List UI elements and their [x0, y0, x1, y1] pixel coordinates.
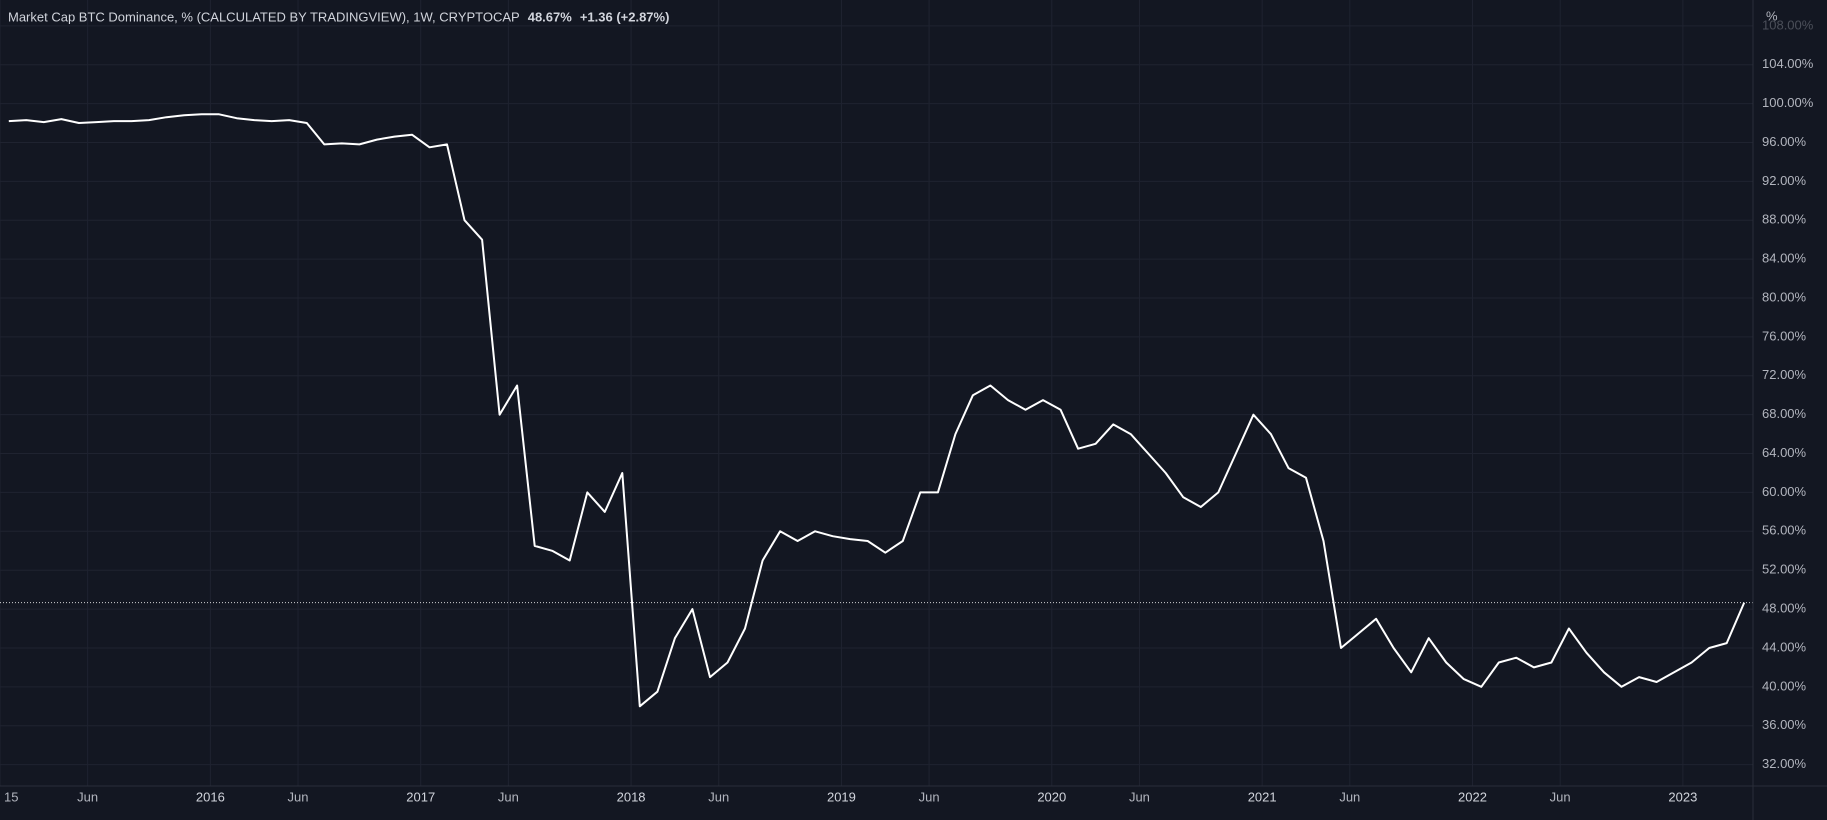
- x-tick-label: Jun: [708, 789, 729, 804]
- y-tick-label: 40.00%: [1762, 678, 1807, 693]
- y-tick-label: 108.00%: [1762, 17, 1814, 32]
- y-tick-label: 48.00%: [1762, 601, 1807, 616]
- x-tick-label: Jun: [1339, 789, 1360, 804]
- x-tick-label: 15: [4, 789, 18, 804]
- x-tick-label: 2017: [406, 789, 435, 804]
- x-tick-label: Jun: [288, 789, 309, 804]
- y-tick-label: 80.00%: [1762, 289, 1807, 304]
- change-value: +1.36 (+2.87%): [580, 9, 670, 24]
- x-tick-label: 2018: [617, 789, 646, 804]
- y-tick-label: 36.00%: [1762, 717, 1807, 732]
- price-unit: %: [1766, 8, 1778, 23]
- x-tick-label: Jun: [919, 789, 940, 804]
- last-value: 48.67%: [528, 9, 573, 24]
- x-tick-label: 2021: [1248, 789, 1277, 804]
- x-tick-label: Jun: [498, 789, 519, 804]
- x-tick-label: 2022: [1458, 789, 1487, 804]
- y-tick-label: 96.00%: [1762, 134, 1807, 149]
- y-tick-label: 32.00%: [1762, 756, 1807, 771]
- x-tick-label: Jun: [1129, 789, 1150, 804]
- grid: [0, 0, 1753, 786]
- y-tick-label: 56.00%: [1762, 523, 1807, 538]
- x-tick-label: Jun: [77, 789, 98, 804]
- y-tick-label: 64.00%: [1762, 445, 1807, 460]
- y-tick-label: 52.00%: [1762, 562, 1807, 577]
- y-tick-label: 44.00%: [1762, 639, 1807, 654]
- y-tick-label: 84.00%: [1762, 251, 1807, 266]
- x-tick-label: 2019: [827, 789, 856, 804]
- x-tick-label: 2016: [196, 789, 225, 804]
- axes: 32.00% 36.00% 40.00% 44.00% 48.00% 52.00% 56.0…: [4, 17, 1814, 804]
- y-tick-label: 92.00%: [1762, 173, 1807, 188]
- data-line: [8, 113, 1746, 708]
- y-tick-label: 100.00%: [1762, 95, 1814, 110]
- y-tick-label: 68.00%: [1762, 406, 1807, 421]
- y-tick-label: 60.00%: [1762, 484, 1807, 499]
- y-tick-label: 104.00%: [1762, 56, 1814, 71]
- chart-title: Market Cap BTC Dominance, % (CALCULATED …: [8, 9, 520, 24]
- x-tick-label: Jun: [1550, 789, 1571, 804]
- x-tick-label: 2020: [1037, 789, 1066, 804]
- y-tick-label: 76.00%: [1762, 328, 1807, 343]
- plot: [0, 113, 1753, 708]
- y-tick-label: 88.00%: [1762, 212, 1807, 227]
- x-tick-label: 2023: [1668, 789, 1697, 804]
- y-tick-label: 72.00%: [1762, 367, 1807, 382]
